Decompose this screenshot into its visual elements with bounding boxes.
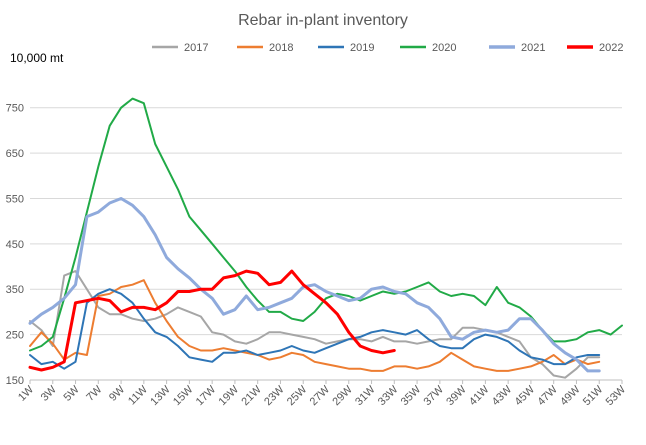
x-tick-label: 47W: [535, 383, 560, 408]
x-tick-label: 7W: [84, 383, 105, 404]
legend-label-2021: 2021: [521, 42, 545, 54]
series-line-2020: [29, 97, 623, 352]
y-tick-label: 450: [6, 239, 24, 251]
gridlines: [30, 107, 622, 381]
legend-label-2017: 2017: [184, 42, 208, 54]
x-tick-label: 53W: [604, 383, 629, 408]
series-line-2021: [28, 197, 601, 373]
x-tick-label: 11W: [126, 383, 150, 407]
x-tick-label: 27W: [308, 383, 333, 408]
y-tick-label: 250: [6, 330, 24, 342]
series-line-2019: [29, 288, 601, 370]
series-line-2022: [28, 269, 396, 372]
y-tick-label: 650: [6, 148, 24, 160]
legend-label-2020: 2020: [432, 42, 456, 54]
y-tick-label: 550: [6, 193, 24, 205]
y-tick-label: 150: [6, 375, 24, 387]
series-line-2017: [29, 270, 601, 379]
x-tick-label: 35W: [399, 383, 424, 408]
x-tick-label: 43W: [490, 383, 515, 408]
x-tick-label: 29W: [330, 383, 355, 408]
legend-label-2022: 2022: [599, 42, 623, 54]
y-tick-label: 350: [6, 284, 24, 296]
x-tick-label: 17W: [194, 383, 219, 408]
x-tick-label: 13W: [148, 383, 173, 408]
x-tick-label: 15W: [171, 383, 196, 408]
legend-label-2018: 2018: [269, 42, 293, 54]
x-tick-label: 51W: [581, 383, 606, 408]
legend-label-2019: 2019: [350, 42, 374, 54]
x-tick-label: 45W: [513, 383, 538, 408]
y-tick-label: 750: [6, 103, 24, 115]
x-tick-label: 37W: [421, 383, 446, 408]
x-tick-label: 49W: [558, 383, 583, 408]
x-tick-label: 19W: [217, 383, 242, 408]
x-tick-label: 39W: [444, 383, 469, 408]
y-axis-ticks: 150 250 350 450 550 650 750: [6, 103, 24, 387]
x-tick-label: 23W: [262, 383, 287, 408]
series-line-2018: [29, 279, 601, 372]
chart-title: Rebar in-plant inventory: [238, 12, 408, 29]
y-unit-label: 10,000 mt: [10, 51, 64, 65]
x-tick-label: 21W: [239, 383, 264, 408]
x-tick-label: 31W: [353, 383, 378, 408]
legend: 2017 2018 2019 2020 2021 2022: [152, 42, 623, 54]
series-lines: [28, 97, 623, 379]
x-tick-label: 3W: [39, 383, 60, 404]
x-tick-label: 25W: [285, 383, 310, 408]
x-axis: 1W 3W 5W 7W 9W11W13W15W17W19W21W23W25W27W29W…: [16, 380, 629, 408]
x-tick-label: 9W: [107, 383, 128, 404]
x-tick-label: 33W: [376, 383, 401, 408]
x-tick-label: 41W: [467, 383, 492, 408]
x-tick-label: 5W: [62, 383, 83, 404]
